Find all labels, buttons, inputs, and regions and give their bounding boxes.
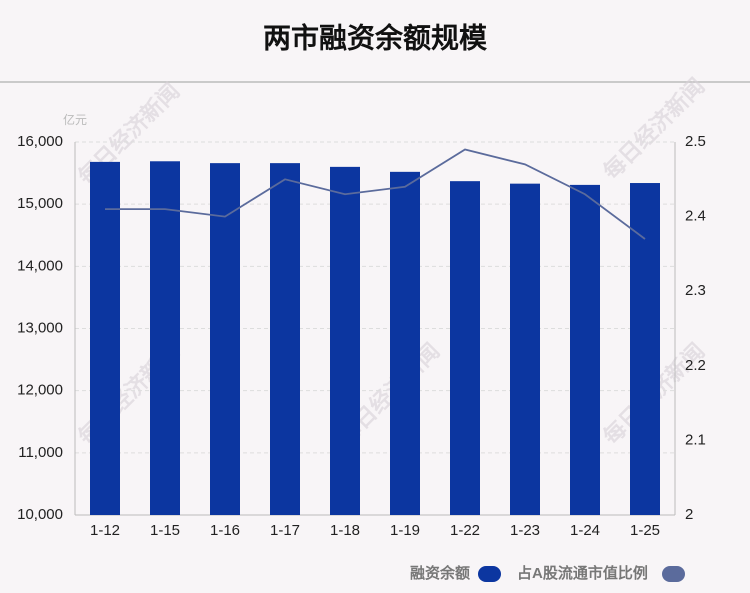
y2-tick-label: 2.1: [685, 431, 706, 448]
bar: [330, 166, 360, 515]
y-tick-label: 15,000: [17, 195, 63, 212]
bar: [150, 161, 180, 515]
x-tick-label: 1-17: [270, 522, 300, 539]
x-tick-label: 1-15: [150, 522, 180, 539]
bar: [270, 163, 300, 516]
legend-label: 融资余额: [410, 564, 470, 582]
x-tick-label: 1-23: [510, 522, 540, 539]
x-tick-label: 1-19: [390, 522, 420, 539]
bar: [90, 161, 120, 516]
bar: [630, 183, 660, 515]
legend-label: 占A股流通市值比例: [517, 564, 648, 582]
legend-swatch: [662, 566, 685, 582]
y-tick-label: 11,000: [18, 444, 63, 461]
x-tick-label: 1-22: [450, 522, 480, 539]
x-tick-label: 1-16: [210, 522, 240, 539]
unit-label: 亿元: [63, 112, 87, 127]
x-tick-label: 1-24: [570, 522, 600, 539]
y2-tick-label: 2.3: [685, 282, 706, 299]
bar: [450, 181, 480, 516]
bar: [510, 183, 540, 515]
y-tick-label: 12,000: [17, 382, 63, 399]
y2-tick-label: 2: [685, 506, 693, 523]
bar: [390, 171, 420, 515]
line: [105, 148, 646, 240]
bar: [570, 184, 600, 515]
y-tick-label: 16,000: [17, 133, 63, 150]
y2-tick-label: 2.4: [685, 208, 706, 225]
y-tick-label: 10,000: [17, 506, 63, 523]
y-tick-label: 14,000: [17, 257, 63, 274]
x-tick-label: 1-18: [330, 522, 360, 539]
y2-tick-label: 2.5: [685, 133, 706, 150]
x-tick-label: 1-25: [630, 522, 660, 539]
y-tick-label: 13,000: [17, 319, 63, 336]
y2-tick-label: 2.2: [685, 357, 706, 374]
watermark: 每日经济新闻: [598, 73, 709, 184]
legend-swatch: [478, 566, 501, 582]
chart-title: 两市融资余额规模: [263, 21, 488, 53]
x-tick-label: 1-12: [90, 522, 120, 539]
bar: [210, 163, 240, 516]
